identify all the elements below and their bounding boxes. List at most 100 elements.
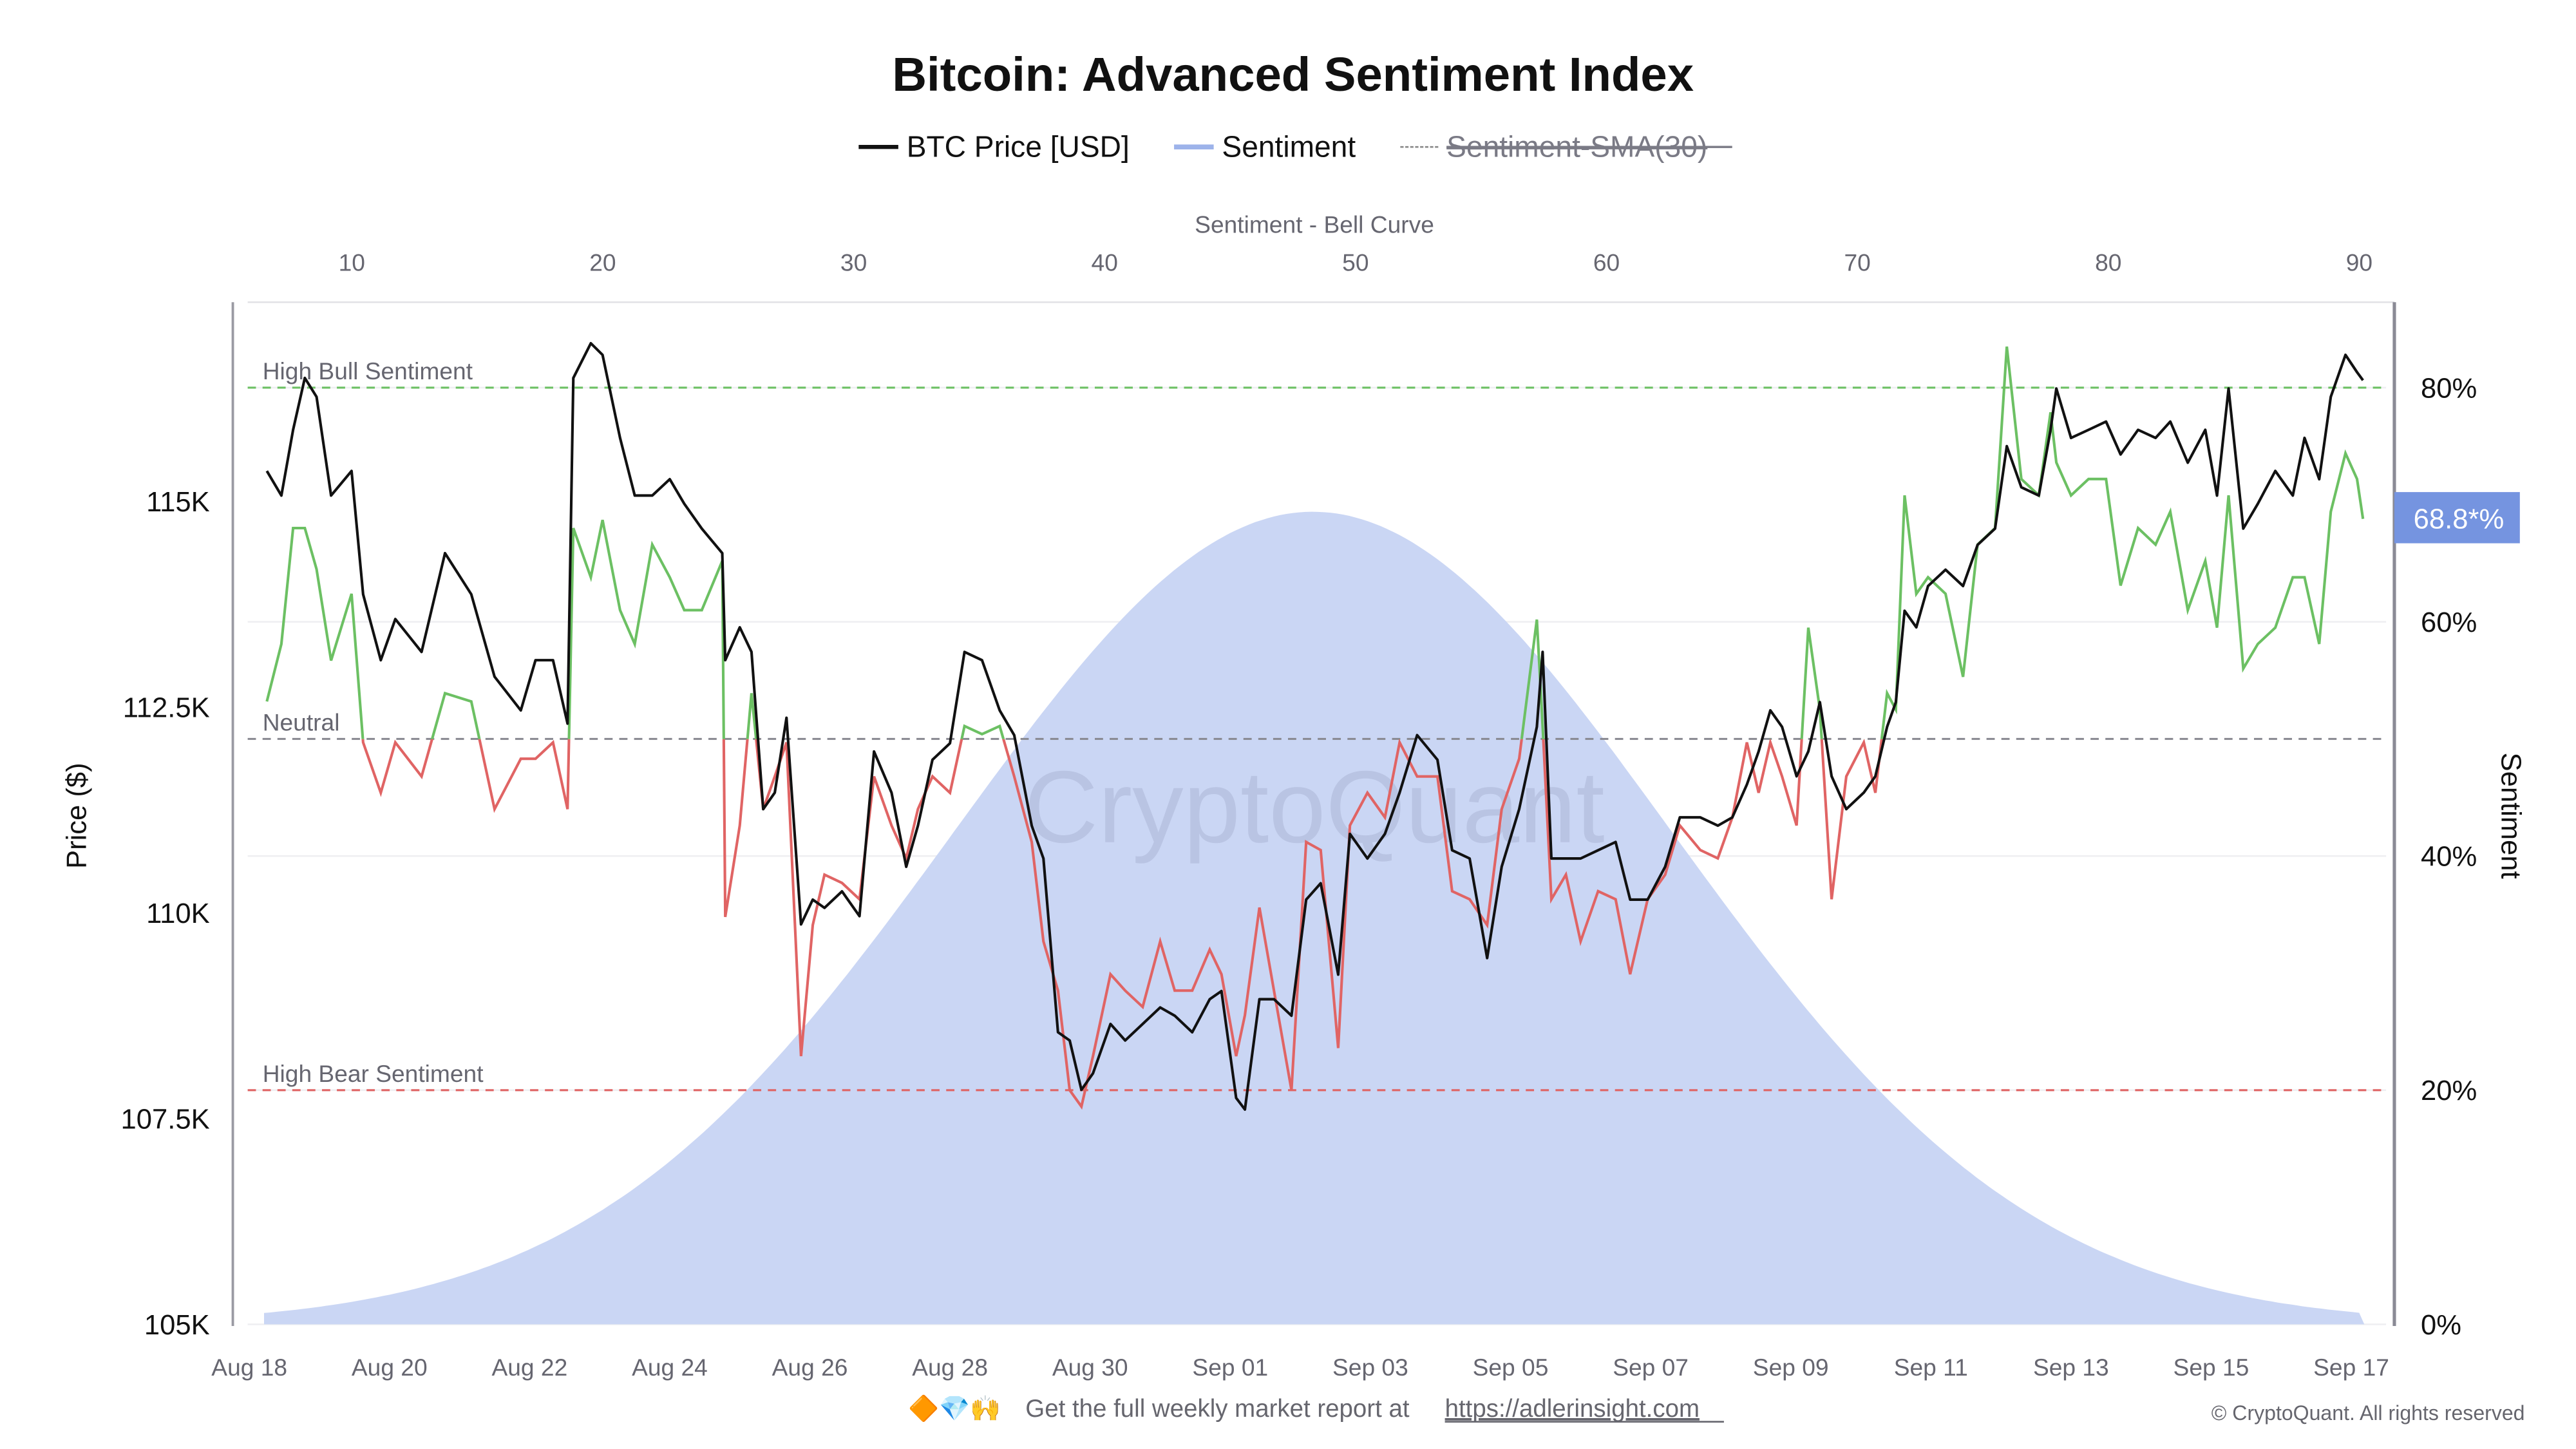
- right-tick-label: 0%: [2421, 1310, 2461, 1341]
- price-point: [1110, 1023, 1112, 1025]
- price-point: [774, 791, 776, 793]
- price-point: [1220, 990, 1222, 992]
- top-tick-label: 40: [1092, 249, 1118, 276]
- sentiment-point: [981, 734, 983, 735]
- sentiment-point: [444, 692, 446, 694]
- sentiment-point: [905, 857, 907, 859]
- sentiment-point: [2056, 462, 2058, 464]
- sentiment-point: [2344, 452, 2346, 454]
- sentiment-point: [1927, 576, 1929, 578]
- price-point: [619, 437, 621, 439]
- price-point: [1664, 866, 1666, 867]
- price-point: [1486, 957, 1488, 959]
- sentiment-point: [1944, 592, 1946, 594]
- sentiment-point: [1976, 544, 1978, 545]
- sentiment-point: [2169, 511, 2171, 513]
- legend-item-btc-price[interactable]: BTC Price [USD]: [858, 130, 1130, 164]
- sentiment-point: [2006, 346, 2008, 348]
- price-point: [800, 923, 802, 925]
- sentiment-point: [1159, 940, 1161, 942]
- price-point: [1717, 824, 1719, 826]
- sentiment-point: [2257, 643, 2259, 645]
- price-point: [1258, 998, 1260, 1000]
- price-point: [721, 552, 723, 554]
- sentiment-point: [304, 527, 306, 529]
- sentiment-point: [1486, 924, 1488, 926]
- footer-link[interactable]: https://adlerinsight.com: [1445, 1395, 1700, 1423]
- sentiment-point: [1664, 874, 1666, 876]
- price-point: [1746, 784, 1748, 786]
- price-point: [552, 659, 554, 661]
- sentiment-point: [2228, 495, 2230, 497]
- price-point: [1679, 817, 1681, 819]
- price-point: [1519, 808, 1520, 810]
- price-point: [2056, 388, 2058, 390]
- price-point: [905, 866, 907, 867]
- bottom-tick-label: Aug 22: [491, 1354, 567, 1381]
- price-point: [1629, 898, 1631, 900]
- sentiment-point: [724, 916, 726, 918]
- price-point: [724, 659, 726, 661]
- price-point: [999, 710, 1001, 712]
- reference-lines: High Bull Sentiment Neutral High Bear Sent…: [247, 357, 2387, 1092]
- price-point: [1565, 858, 1567, 860]
- price-point: [1757, 750, 1759, 752]
- price-point: [394, 618, 396, 620]
- sentiment-point: [1273, 990, 1275, 992]
- price-point: [1542, 651, 1544, 653]
- price-point: [668, 478, 670, 480]
- price-point: [281, 495, 283, 497]
- price-point: [2304, 437, 2306, 439]
- price-point: [2155, 437, 2157, 439]
- sentiment-point: [1795, 824, 1797, 826]
- top-tick-label: 80: [2095, 249, 2121, 276]
- sentiment-point: [1320, 849, 1321, 851]
- price-point: [1904, 610, 1906, 612]
- price-point: [786, 717, 788, 719]
- right-tick-label: 20%: [2421, 1075, 2477, 1106]
- price-point: [2275, 470, 2277, 472]
- right-tick-label: 40%: [2421, 842, 2477, 873]
- sentiment-point: [1629, 973, 1631, 975]
- sentiment-point: [1519, 758, 1520, 760]
- sentiment-point: [292, 527, 294, 529]
- price-point: [362, 593, 364, 595]
- sentiment-point: [1043, 940, 1045, 942]
- sentiment-point: [2020, 478, 2022, 480]
- right-tick-label: 80%: [2421, 373, 2477, 404]
- top-axis-ticks: 10 20 30 40 50 60 70 80 90: [339, 249, 2372, 276]
- price-point: [931, 759, 933, 761]
- price-point: [917, 824, 919, 826]
- sentiment-point: [701, 609, 703, 611]
- sentiment-point: [316, 568, 317, 570]
- price-point: [1807, 750, 1809, 752]
- legend-item-sentiment-sma[interactable]: Sentiment-SMA(30): [1400, 130, 1732, 164]
- sentiment-point: [2330, 511, 2332, 513]
- left-tick-label: 110K: [146, 898, 210, 929]
- bottom-tick-label: Sep 17: [2313, 1354, 2389, 1381]
- price-point: [266, 470, 268, 472]
- price-point: [1159, 1007, 1161, 1009]
- price-point: [739, 626, 741, 628]
- bottom-tick-label: Aug 26: [772, 1354, 848, 1381]
- sentiment-point: [1451, 890, 1453, 892]
- sentiment-point: [1081, 1106, 1083, 1108]
- sentiment-point: [1305, 841, 1307, 843]
- sentiment-point: [2137, 527, 2139, 529]
- top-tick-label: 30: [840, 249, 867, 276]
- sentiment-point: [2304, 576, 2306, 578]
- price-point: [2257, 503, 2259, 505]
- top-tick-label: 20: [589, 249, 616, 276]
- sentiment-point: [2050, 412, 2052, 413]
- price-point: [1291, 1015, 1293, 1017]
- sentiment-point: [1258, 907, 1260, 909]
- price-point: [330, 495, 332, 497]
- legend-item-sentiment[interactable]: Sentiment: [1174, 130, 1356, 164]
- price-point: [1416, 734, 1418, 736]
- sentiment-point: [651, 544, 653, 545]
- price-point: [1845, 808, 1847, 810]
- price-point: [1580, 858, 1582, 860]
- price-point: [1831, 775, 1833, 777]
- price-point: [963, 651, 965, 653]
- left-tick-label: 112.5K: [123, 692, 210, 723]
